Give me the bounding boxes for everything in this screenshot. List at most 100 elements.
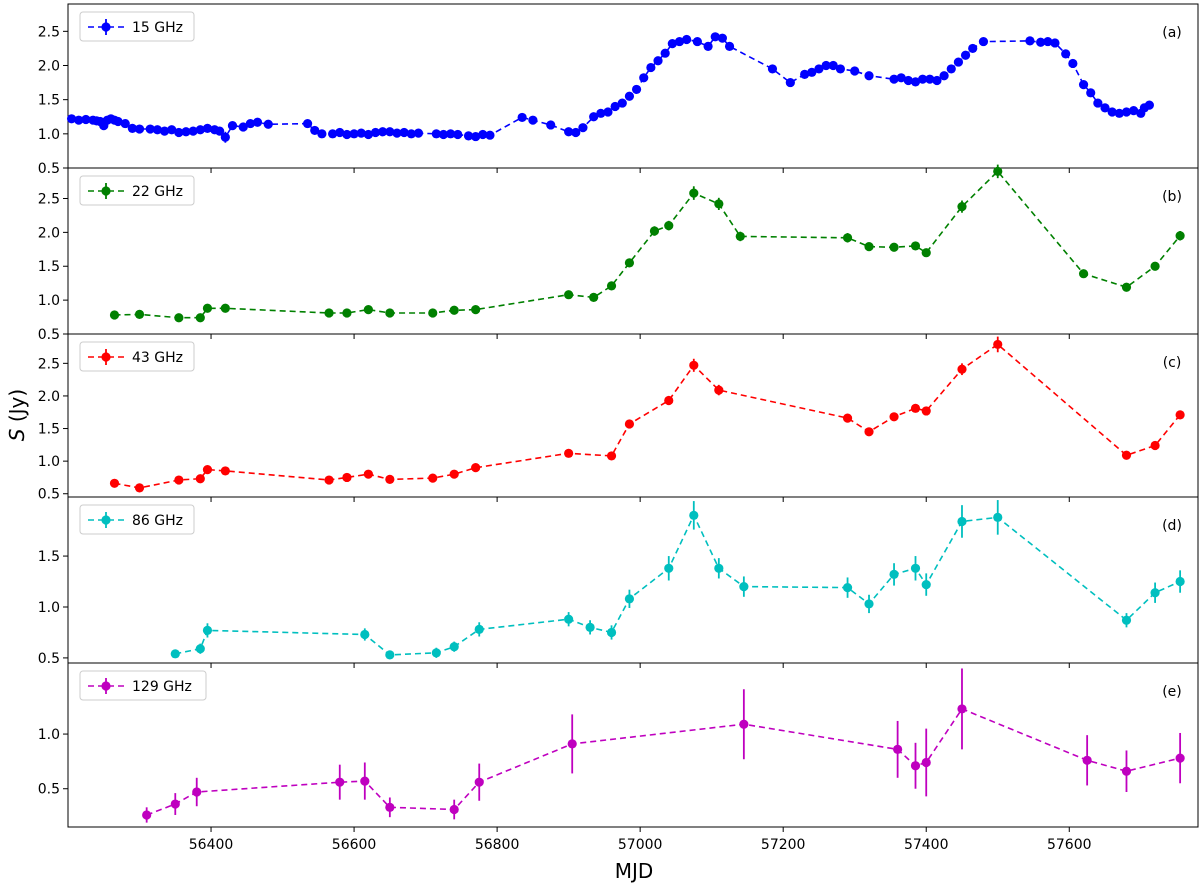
data-point xyxy=(66,114,77,124)
data-point xyxy=(385,474,395,484)
panel-4: 0.5 1.0 1.5 (d) 86 GHz xyxy=(38,496,1199,668)
y-tick-label: 2.0 xyxy=(38,389,60,405)
data-point xyxy=(1144,100,1154,110)
y-axis-title: S (Jy) xyxy=(5,389,29,441)
data-point xyxy=(864,599,874,609)
data-point xyxy=(1129,106,1139,116)
data-point xyxy=(864,427,874,437)
data-point xyxy=(921,757,931,768)
legend-label: 22 GHz xyxy=(132,184,183,200)
data-point xyxy=(546,120,556,130)
data-point xyxy=(134,309,145,319)
data-point xyxy=(471,463,481,473)
data-point xyxy=(474,624,484,634)
data-point xyxy=(113,116,123,127)
data-point xyxy=(564,448,574,458)
y-tick-label: 1.5 xyxy=(38,422,60,438)
data-point xyxy=(714,199,724,209)
data-point xyxy=(785,77,795,88)
y-tick-label: 0.5 xyxy=(38,161,60,177)
data-point xyxy=(649,226,660,236)
data-point xyxy=(220,132,230,142)
data-point xyxy=(918,74,928,84)
data-point xyxy=(238,122,248,132)
y-tick-label: 0.5 xyxy=(38,327,60,343)
legend: 129 GHz xyxy=(79,670,207,701)
data-point xyxy=(335,127,345,138)
data-point xyxy=(896,73,906,83)
legend: 22 GHz xyxy=(79,175,195,206)
data-point xyxy=(610,101,620,112)
data-point xyxy=(910,403,921,413)
data-point xyxy=(392,128,402,138)
data-point xyxy=(453,129,463,140)
data-point xyxy=(1078,80,1089,90)
data-point xyxy=(406,129,416,139)
data-point xyxy=(889,412,899,422)
y-tick-label: 1.0 xyxy=(38,127,60,143)
legend-marker xyxy=(101,681,111,691)
data-point xyxy=(471,305,481,315)
panel-1: 0.5 1.0 1.5 2.0 2.5 (a) 15 GHz xyxy=(38,3,1199,177)
data-point xyxy=(578,123,588,133)
data-point xyxy=(181,127,191,137)
data-point xyxy=(932,75,942,86)
series-line-86-ghz xyxy=(175,513,1181,656)
data-point xyxy=(1121,450,1132,460)
data-point xyxy=(739,719,749,729)
data-point xyxy=(109,478,120,488)
data-point xyxy=(74,115,84,125)
data-point xyxy=(925,74,935,84)
data-point xyxy=(724,41,735,51)
data-point xyxy=(624,594,635,604)
panel-frame xyxy=(67,3,1199,169)
data-point xyxy=(195,125,205,135)
data-point xyxy=(170,799,180,809)
legend: 86 GHz xyxy=(79,504,195,535)
data-point xyxy=(660,48,670,58)
data-point xyxy=(828,60,838,71)
data-point xyxy=(431,648,441,658)
legend: 43 GHz xyxy=(79,341,195,372)
data-point xyxy=(603,107,613,117)
x-tick-label: 57200 xyxy=(761,837,806,853)
data-point xyxy=(517,112,527,123)
panel-tag: (d) xyxy=(1162,518,1182,534)
y-tick-label: 2.5 xyxy=(38,356,60,372)
data-point xyxy=(1150,440,1160,451)
data-point xyxy=(170,649,180,659)
y-tick-label: 1.5 xyxy=(38,259,60,275)
data-point xyxy=(478,129,488,140)
y-tick-label: 1.0 xyxy=(38,600,60,616)
data-point xyxy=(195,474,205,484)
data-point xyxy=(710,32,720,42)
legend-label: 86 GHz xyxy=(132,513,183,529)
x-tick-label: 57400 xyxy=(904,837,949,853)
data-point xyxy=(739,582,749,592)
data-point xyxy=(842,233,853,243)
data-point xyxy=(1078,269,1089,279)
legend-label: 129 GHz xyxy=(132,679,192,695)
data-point xyxy=(195,313,205,323)
data-point xyxy=(471,131,481,142)
legend-marker xyxy=(101,186,111,196)
data-point xyxy=(689,360,699,370)
data-point xyxy=(564,290,574,300)
data-point xyxy=(1175,576,1185,587)
data-point xyxy=(310,125,320,136)
data-point xyxy=(903,75,913,86)
data-point xyxy=(993,339,1003,350)
data-point xyxy=(174,313,184,323)
data-point xyxy=(703,41,713,51)
data-point xyxy=(363,305,373,315)
series-line-129-ghz xyxy=(146,707,1181,816)
data-point xyxy=(606,627,617,638)
data-point xyxy=(993,166,1003,176)
x-tick-label: 56800 xyxy=(475,837,520,853)
data-point xyxy=(889,74,899,84)
y-tick-label: 2.5 xyxy=(38,24,60,40)
data-point xyxy=(431,129,441,139)
data-point xyxy=(1050,38,1060,48)
data-point xyxy=(134,483,145,493)
data-point xyxy=(910,761,921,771)
